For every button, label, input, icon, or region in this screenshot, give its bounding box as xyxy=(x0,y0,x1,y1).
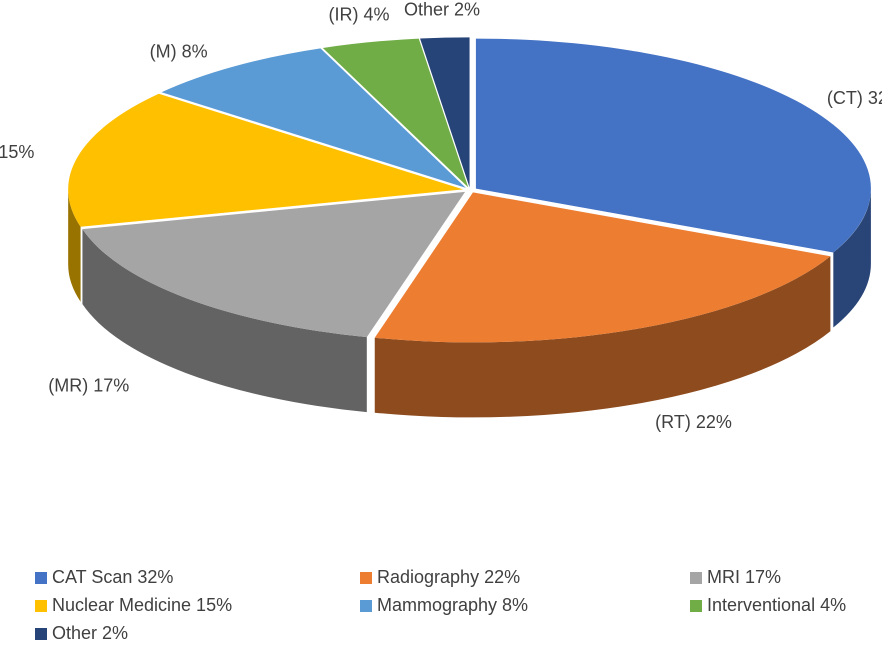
slice-side xyxy=(82,229,367,413)
legend-label: Interventional 4% xyxy=(707,595,846,615)
legend-swatch xyxy=(360,600,372,612)
slice xyxy=(161,48,466,188)
legend-swatch xyxy=(360,572,372,584)
data-label: (CT) 32% xyxy=(827,88,882,108)
slice xyxy=(68,93,464,227)
data-label: Other 2% xyxy=(404,0,480,20)
legend-label: Other 2% xyxy=(52,623,128,643)
legend-swatch xyxy=(690,572,702,584)
slice xyxy=(475,38,871,253)
slice-side xyxy=(68,189,81,302)
slice xyxy=(82,191,466,338)
legend-label: CAT Scan 32% xyxy=(52,567,173,587)
slice-sides xyxy=(68,188,871,418)
legend-swatch xyxy=(35,628,47,640)
legend-label: Nuclear Medicine 15% xyxy=(52,595,232,615)
slice-side xyxy=(374,256,831,418)
data-label: (IR) 4% xyxy=(328,5,389,25)
data-label: (N) 15% xyxy=(0,142,34,162)
legend-label: Mammography 8% xyxy=(377,595,528,615)
legend-swatch xyxy=(35,600,47,612)
data-label: (MR) 17% xyxy=(48,376,129,396)
slice xyxy=(420,37,470,188)
slice xyxy=(374,192,831,343)
legend-swatch xyxy=(35,572,47,584)
data-label: (M) 8% xyxy=(150,42,208,62)
slice xyxy=(322,38,469,188)
legend-swatch xyxy=(690,600,702,612)
legend-label: Radiography 22% xyxy=(377,567,520,587)
legend-label: MRI 17% xyxy=(707,567,781,587)
slice-side xyxy=(833,188,871,328)
data-label: (RT) 22% xyxy=(655,412,732,432)
